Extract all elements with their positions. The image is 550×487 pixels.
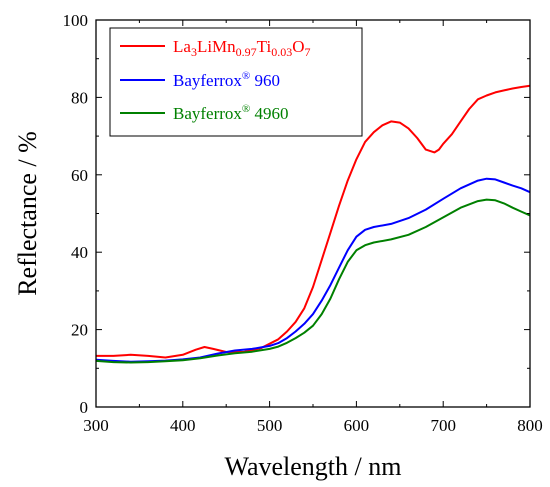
series-layer — [95, 84, 531, 364]
legend-label-bayferrox-960: Bayferrox® 960 — [173, 70, 280, 90]
legend: La3LiMn0.97Ti0.03O7 Bayferrox® 960 Bayfe… — [109, 27, 363, 137]
series-line-0 — [96, 84, 531, 359]
y-tick-label: 100 — [63, 11, 89, 30]
legend-label-bayferrox-4960: Bayferrox® 4960 — [173, 103, 289, 123]
x-axis-title: Wavelength / nm — [225, 452, 402, 481]
y-tick-label: 60 — [71, 166, 88, 185]
series-line-2 — [95, 198, 531, 364]
y-tick-label: 20 — [71, 321, 88, 340]
x-tick-label: 700 — [430, 416, 456, 435]
y-tick-label: 40 — [71, 243, 88, 262]
tick-layer: 300 400 500 600 700 800 0 20 40 60 80 100 — [63, 11, 543, 435]
x-tick-label: 400 — [170, 416, 196, 435]
x-tick-label: 800 — [517, 416, 543, 435]
y-tick-label: 0 — [80, 398, 89, 417]
x-tick-label: 500 — [257, 416, 283, 435]
legend-label-la3limn: La3LiMn0.97Ti0.03O7 — [173, 37, 310, 59]
y-axis-title: Reflectance / % — [13, 131, 42, 296]
x-tick-label: 600 — [344, 416, 370, 435]
y-tick-label: 80 — [71, 88, 88, 107]
x-tick-label: 300 — [83, 416, 109, 435]
